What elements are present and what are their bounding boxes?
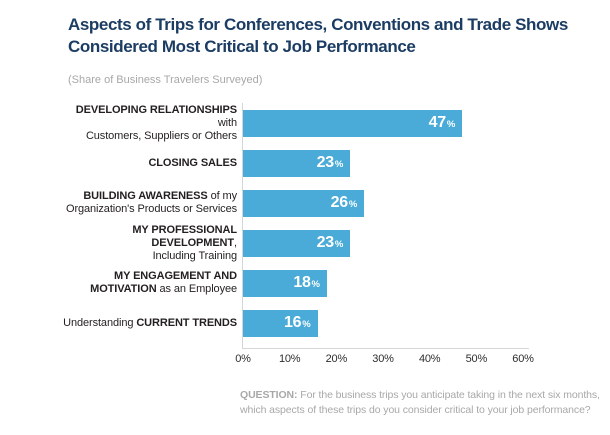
bar-track: 47% xyxy=(243,109,523,137)
y-axis-line xyxy=(242,103,243,349)
x-axis-tick-label: 60% xyxy=(512,353,534,365)
bar: 23% xyxy=(243,229,351,257)
bar: 23% xyxy=(243,149,351,177)
x-axis-tick-label: 40% xyxy=(418,353,441,365)
bar-value: 16% xyxy=(284,314,311,331)
category-label: Understanding CURRENT TRENDS xyxy=(63,316,237,329)
x-axis-tick-label: 50% xyxy=(465,353,488,365)
x-axis-line xyxy=(242,348,529,349)
x-axis-tick-labels: 0% 10% 20% 30% 40% 50% 60% xyxy=(235,353,534,367)
bar-value: 23% xyxy=(316,154,344,171)
bar-row: BUILDING AWARENESS of my Organization's P… xyxy=(60,183,523,223)
bar-row: Understanding CURRENT TRENDS 16% xyxy=(60,303,523,343)
bar-value: 18% xyxy=(293,274,320,291)
category-label: BUILDING AWARENESS of my Organization's P… xyxy=(65,190,237,215)
bar-track: 26% xyxy=(243,189,523,217)
category-label: MY ENGAGEMENT AND MOTIVATION as an Employ… xyxy=(90,270,237,295)
x-axis-tick-label: 30% xyxy=(372,353,394,365)
bar: 26% xyxy=(243,189,365,217)
category-label: DEVELOPING RELATIONSHIPS with Customers, … xyxy=(75,103,237,142)
chart-subtitle: (Share of Business Travelers Surveyed) xyxy=(68,74,263,86)
bar: 18% xyxy=(243,269,327,297)
bar-track: 23% xyxy=(243,229,523,257)
chart-title-line1: Aspects of Trips for Conferences, Conven… xyxy=(68,15,568,34)
x-axis-tick-label: 10% xyxy=(278,353,301,365)
question-text-line2: which aspects of these trips do you cons… xyxy=(240,403,591,416)
x-axis-tick-label: 20% xyxy=(325,353,348,365)
category-label: MY PROFESSIONAL DEVELOPMENT, Including Tr… xyxy=(132,223,237,262)
category-label: CLOSING SALES xyxy=(148,156,237,169)
bar-chart-plot-area: DEVELOPING RELATIONSHIPS with Customers, … xyxy=(60,103,523,343)
bar-track: 23% xyxy=(243,149,523,177)
question-footnote: QUESTION: For the business trips you ant… xyxy=(240,388,600,417)
bar: 16% xyxy=(243,309,318,337)
x-axis-tick-label: 0% xyxy=(235,353,251,365)
bar-row: CLOSING SALES 23% xyxy=(60,143,523,183)
bar: 47% xyxy=(243,109,463,137)
question-label: QUESTION: xyxy=(240,389,298,401)
bar-value: 26% xyxy=(330,194,358,211)
chart-title-line2: Considered Most Critical to Job Performa… xyxy=(68,37,416,56)
question-text-line1: For the business trips you anticipate ta… xyxy=(300,389,600,401)
bar-track: 18% xyxy=(243,269,523,297)
bar-row: MY ENGAGEMENT AND MOTIVATION as an Employ… xyxy=(60,263,523,303)
bar-row: MY PROFESSIONAL DEVELOPMENT, Including Tr… xyxy=(60,223,523,263)
chart-title: Aspects of Trips for Conferences, Conven… xyxy=(68,14,588,58)
bar-value: 47% xyxy=(428,114,456,131)
bar-track: 16% xyxy=(243,309,523,337)
bar-row: DEVELOPING RELATIONSHIPS with Customers, … xyxy=(60,103,523,143)
bar-value: 23% xyxy=(316,234,344,251)
